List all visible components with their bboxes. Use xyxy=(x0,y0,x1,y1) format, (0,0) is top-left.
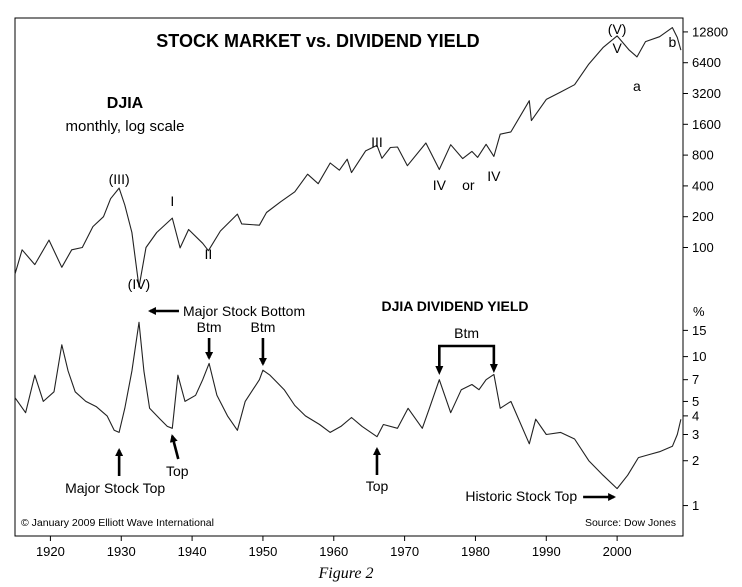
y-tick-label: 400 xyxy=(692,178,714,193)
wave-label: a xyxy=(633,78,641,94)
y-tick-label: 100 xyxy=(692,240,714,255)
series1-sublabel: monthly, log scale xyxy=(66,118,185,135)
chart-title: STOCK MARKET vs. DIVIDEND YIELD xyxy=(156,31,479,51)
annotation-label: Top xyxy=(366,478,389,494)
series1-label: DJIA xyxy=(107,95,144,112)
y-tick-label: 15 xyxy=(692,323,706,338)
y-tick-label: 5 xyxy=(692,394,699,409)
wave-label: I xyxy=(170,193,174,209)
y-tick-label: 6400 xyxy=(692,55,721,70)
wave-label: (III) xyxy=(109,171,130,187)
annotation-label: Top xyxy=(166,463,189,479)
series-line-1 xyxy=(14,27,682,288)
source-note: Source: Dow Jones xyxy=(585,517,676,529)
y-tick-label: 1600 xyxy=(692,117,721,132)
series-line-2 xyxy=(14,321,682,490)
x-tick-label: 1930 xyxy=(107,544,136,559)
yield-unit-label: % xyxy=(693,304,705,319)
wave-label: b xyxy=(668,34,676,50)
y-tick-label: 10 xyxy=(692,349,706,364)
wave-label: V xyxy=(612,40,622,56)
wave-label: (IV) xyxy=(128,276,151,292)
btm-bracket-arrowhead xyxy=(435,366,444,375)
annotation-label: Major Stock Top xyxy=(65,480,165,496)
y-tick-label: 800 xyxy=(692,148,714,163)
annotation-label: Btm xyxy=(250,319,275,335)
y-tick-label: 3 xyxy=(692,427,699,442)
wave-label: (V) xyxy=(608,21,627,37)
x-tick-label: 1960 xyxy=(319,544,348,559)
y-tick-label: 2 xyxy=(692,453,699,468)
y-tick-label: 200 xyxy=(692,209,714,224)
annotation-label: Historic Stock Top xyxy=(465,488,577,504)
y-tick-label: 4 xyxy=(692,408,699,423)
wave-label: III xyxy=(371,134,383,150)
y-tick-label: 12800 xyxy=(692,24,728,39)
plot-frame xyxy=(14,17,684,537)
y-tick-label: 7 xyxy=(692,372,699,387)
copyright-note: © January 2009 Elliott Wave Internationa… xyxy=(21,517,214,529)
x-tick-label: 2000 xyxy=(603,544,632,559)
wave-label: IV xyxy=(433,177,447,193)
annotation-label: Btm xyxy=(454,325,479,341)
x-tick-label: 1990 xyxy=(532,544,561,559)
btm-bracket-arrowhead xyxy=(489,364,498,373)
wave-label: IV xyxy=(487,168,501,184)
x-tick-label: 1940 xyxy=(178,544,207,559)
x-tick-label: 1950 xyxy=(248,544,277,559)
y-tick-label: 3200 xyxy=(692,86,721,101)
x-tick-label: 1980 xyxy=(461,544,490,559)
x-tick-label: 1920 xyxy=(36,544,65,559)
wave-label: or xyxy=(462,177,475,193)
annotation-label: Btm xyxy=(197,319,222,335)
x-tick-label: 1970 xyxy=(390,544,419,559)
btm-bracket xyxy=(438,344,496,370)
annotation-arrow xyxy=(169,434,180,460)
wave-label: II xyxy=(204,246,212,262)
series2-label: DJIA DIVIDEND YIELD xyxy=(381,298,528,314)
annotation-label: Major Stock Bottom xyxy=(183,303,305,319)
figure-caption: Figure 2 xyxy=(318,565,374,582)
y-tick-label: 1 xyxy=(692,498,699,513)
